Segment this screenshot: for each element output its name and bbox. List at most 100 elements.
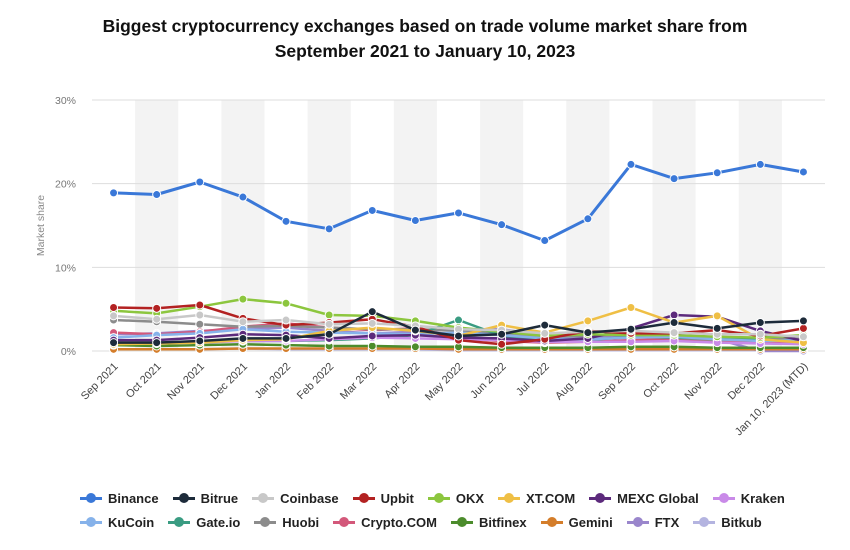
legend-item-gemini[interactable]: Gemini (540, 514, 613, 530)
legend-swatch (626, 517, 649, 527)
data-point (798, 316, 808, 326)
data-point (195, 336, 205, 346)
data-point (152, 303, 162, 313)
x-tick-label: Jan 2022 (253, 361, 293, 401)
data-point (324, 224, 334, 234)
x-tick-label: Oct 2022 (641, 361, 681, 401)
data-point (626, 159, 636, 169)
legend-swatch (589, 493, 612, 503)
data-point (238, 192, 248, 202)
legend-item-bitkub[interactable]: Bitkub (693, 514, 762, 530)
chart-title-line-1: Biggest cryptocurrency exchanges based o… (102, 16, 748, 36)
legend-swatch (168, 517, 191, 527)
x-tick-label: Mar 2022 (338, 361, 379, 402)
data-point (454, 315, 463, 325)
plot-band (652, 100, 696, 351)
data-point (281, 298, 291, 308)
legend-swatch (450, 517, 473, 527)
legend-swatch (693, 517, 716, 527)
legend-swatch (498, 493, 521, 503)
series-binance (109, 159, 808, 246)
chart-legend: Binance Bitrue Coinbase Upbit OKX XT.COM MEXC … (80, 486, 820, 534)
data-point (367, 331, 377, 341)
x-tick-label: Aug 2022 (553, 361, 595, 403)
legend-label: Gemini (568, 514, 613, 530)
y-tick-label: 0% (61, 346, 76, 358)
data-point (540, 328, 550, 338)
legend-item-binance[interactable]: Binance (80, 491, 159, 506)
chart-title: Biggest cryptocurrency exchanges based o… (0, 14, 850, 64)
data-point (755, 318, 765, 328)
data-point (152, 314, 162, 324)
data-point (497, 339, 507, 349)
legend-item-upbit[interactable]: Upbit (352, 491, 414, 506)
x-tick-label: Dec 2022 (726, 361, 768, 403)
legend-item-gate-io[interactable]: Gate.io (168, 515, 240, 530)
data-point (367, 307, 377, 317)
x-tick-label: Dec 2021 (208, 361, 250, 403)
legend-item-kucoin[interactable]: KuCoin (80, 515, 154, 530)
legend-item-bitrue[interactable]: Bitrue (172, 491, 238, 506)
chart-title-line-2: September 2021 to January 10, 2023 (274, 41, 576, 61)
data-point (497, 220, 507, 230)
data-point (669, 318, 679, 328)
legend-swatch (540, 517, 563, 527)
legend-item-ftx[interactable]: FTX (626, 514, 680, 530)
legend-item-kraken[interactable]: Kraken (712, 490, 785, 506)
data-point (109, 311, 119, 321)
x-tick-label: Jun 2022 (468, 361, 508, 401)
x-tick-label: Jan 10, 2023 (MTD) (733, 361, 811, 439)
x-tick-label: Sep 2021 (79, 361, 121, 403)
data-point (367, 318, 377, 328)
legend-item-bitfinex[interactable]: Bitfinex (450, 515, 527, 530)
series-bitrue (109, 307, 808, 348)
data-point (152, 338, 162, 348)
data-point (367, 205, 377, 215)
legend-swatch (712, 493, 735, 503)
legend-label: Huobi (282, 514, 320, 530)
data-point (497, 329, 507, 339)
legend-label: Bitkub (721, 514, 762, 530)
data-point (583, 316, 593, 326)
plot-band (738, 100, 782, 351)
legend-row: Binance Bitrue Coinbase Upbit OKX XT.COM MEXC … (80, 486, 820, 510)
legend-item-crypto-com[interactable]: Crypto.COM (333, 515, 437, 530)
data-point (410, 325, 420, 335)
x-tick-label: May 2022 (423, 361, 466, 404)
data-point (367, 341, 377, 351)
data-point (454, 331, 463, 341)
data-point (410, 215, 420, 225)
data-point (540, 236, 550, 246)
data-point (281, 315, 291, 325)
legend-label: XT.COM (526, 490, 576, 506)
legend-item-okx[interactable]: OKX (427, 491, 484, 506)
data-point (798, 323, 808, 333)
legend-label: Crypto.COM (361, 514, 437, 530)
data-point (324, 329, 334, 339)
data-point (626, 324, 636, 334)
legend-item-xt-com[interactable]: XT.COM (498, 491, 575, 506)
data-point (281, 216, 291, 226)
legend-row: KuCoin Gate.io Huobi Crypto.COM Bitfinex Gemi… (80, 510, 820, 534)
data-point (109, 188, 119, 198)
data-point (238, 317, 248, 327)
data-point (626, 302, 636, 312)
y-tick-label: 20% (55, 179, 76, 191)
data-point (669, 328, 679, 338)
x-tick-label: Apr 2022 (382, 361, 422, 401)
legend-swatch (80, 493, 102, 503)
legend-swatch (172, 493, 195, 503)
legend-label: Coinbase (280, 490, 339, 506)
legend-label: Kraken (740, 490, 785, 506)
legend-item-mexc-global[interactable]: MEXC Global (589, 491, 699, 506)
data-point (152, 190, 162, 200)
data-point (109, 302, 119, 312)
legend-label: FTX (654, 514, 680, 530)
data-point (540, 320, 550, 330)
x-tick-label: Nov 2022 (683, 361, 725, 403)
legend-item-huobi[interactable]: Huobi (254, 515, 319, 530)
series-line (113, 162, 804, 243)
legend-item-coinbase[interactable]: Coinbase (252, 491, 339, 506)
legend-swatch (427, 493, 450, 503)
